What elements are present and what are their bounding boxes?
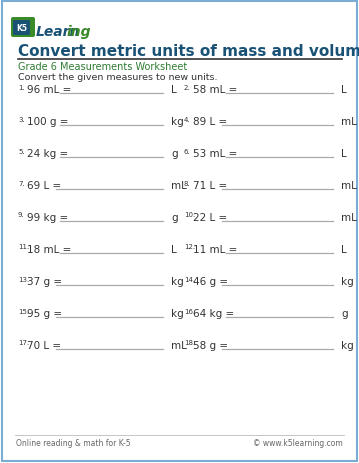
Text: 17.: 17. xyxy=(18,340,29,346)
Text: L: L xyxy=(341,149,347,159)
Text: 89 L =: 89 L = xyxy=(193,117,227,127)
Text: Learn: Learn xyxy=(36,25,80,39)
Text: mL: mL xyxy=(341,117,357,127)
Text: kg: kg xyxy=(341,276,354,287)
Text: 100 g =: 100 g = xyxy=(27,117,69,127)
Text: 53 mL =: 53 mL = xyxy=(193,149,237,159)
Text: L: L xyxy=(341,85,347,95)
Text: L: L xyxy=(341,244,347,255)
Text: 24 kg =: 24 kg = xyxy=(27,149,68,159)
Text: 9.: 9. xyxy=(18,212,25,218)
Text: Online reading & math for K-5: Online reading & math for K-5 xyxy=(16,438,131,448)
FancyBboxPatch shape xyxy=(11,18,35,38)
Text: kg: kg xyxy=(341,340,354,350)
Text: 18 mL =: 18 mL = xyxy=(27,244,71,255)
Text: 8.: 8. xyxy=(184,180,191,186)
Text: 99 kg =: 99 kg = xyxy=(27,213,68,223)
Text: 46 g =: 46 g = xyxy=(193,276,228,287)
Text: 96 mL =: 96 mL = xyxy=(27,85,71,95)
Text: 15.: 15. xyxy=(18,308,29,314)
Text: 10.: 10. xyxy=(184,212,195,218)
Text: 69 L =: 69 L = xyxy=(27,181,61,191)
Text: 14.: 14. xyxy=(184,276,195,282)
Text: 13.: 13. xyxy=(18,276,29,282)
Text: mL: mL xyxy=(171,181,187,191)
Text: 71 L =: 71 L = xyxy=(193,181,227,191)
Text: 95 g =: 95 g = xyxy=(27,308,62,319)
Text: 16.: 16. xyxy=(184,308,195,314)
Text: 5.: 5. xyxy=(18,148,25,154)
Text: Convert the given measures to new units.: Convert the given measures to new units. xyxy=(18,73,218,82)
Text: 58 g =: 58 g = xyxy=(193,340,228,350)
Text: K5: K5 xyxy=(16,24,27,33)
Text: 6.: 6. xyxy=(184,148,191,154)
Text: 37 g =: 37 g = xyxy=(27,276,62,287)
Text: Convert metric units of mass and volume: Convert metric units of mass and volume xyxy=(18,44,359,59)
Text: ing: ing xyxy=(67,25,92,39)
Text: L: L xyxy=(171,85,177,95)
Text: kg: kg xyxy=(171,276,184,287)
Text: mL: mL xyxy=(341,181,357,191)
Text: 64 kg =: 64 kg = xyxy=(193,308,234,319)
Text: 12.: 12. xyxy=(184,244,195,250)
Text: 7.: 7. xyxy=(18,180,25,186)
Text: © www.k5learning.com: © www.k5learning.com xyxy=(253,438,343,448)
FancyBboxPatch shape xyxy=(13,21,30,36)
Text: 18.: 18. xyxy=(184,340,195,346)
Text: mL: mL xyxy=(171,340,187,350)
Text: 2.: 2. xyxy=(184,84,191,90)
Text: Grade 6 Measurements Worksheet: Grade 6 Measurements Worksheet xyxy=(18,62,187,72)
Text: 3.: 3. xyxy=(18,116,25,122)
Text: 4.: 4. xyxy=(184,116,191,122)
Text: g: g xyxy=(171,213,178,223)
Text: 11.: 11. xyxy=(18,244,29,250)
Text: kg: kg xyxy=(171,117,184,127)
Text: kg: kg xyxy=(171,308,184,319)
Text: mL: mL xyxy=(341,213,357,223)
Text: 11 mL =: 11 mL = xyxy=(193,244,237,255)
Text: 22 L =: 22 L = xyxy=(193,213,227,223)
Text: 58 mL =: 58 mL = xyxy=(193,85,237,95)
Text: g: g xyxy=(341,308,348,319)
Text: g: g xyxy=(171,149,178,159)
Text: 1.: 1. xyxy=(18,84,25,90)
Text: L: L xyxy=(171,244,177,255)
Text: 70 L =: 70 L = xyxy=(27,340,61,350)
